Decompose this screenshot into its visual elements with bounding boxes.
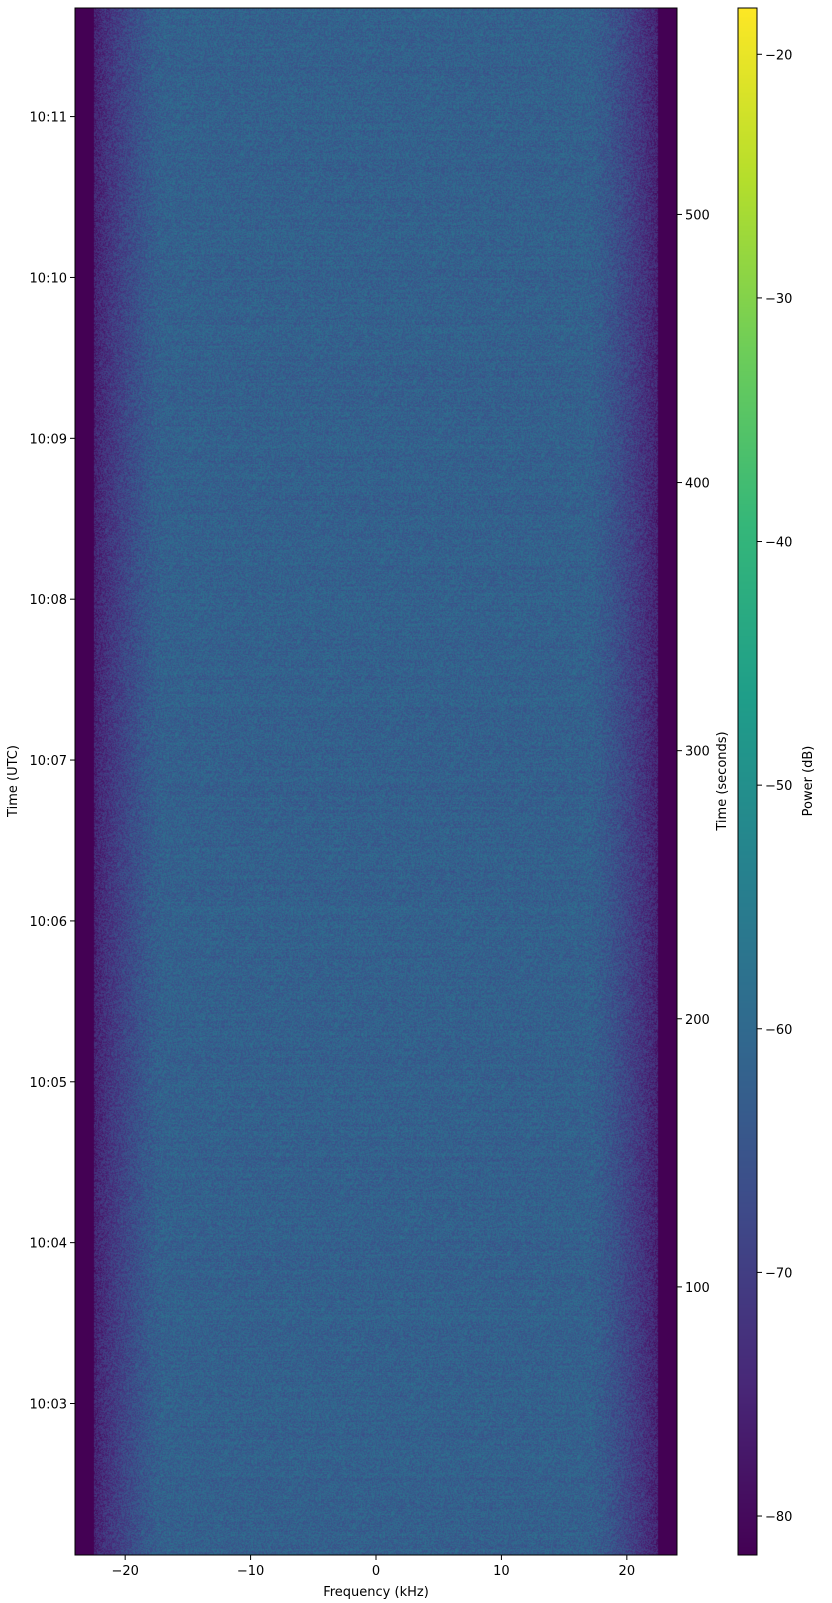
x-tick-label: 10 xyxy=(493,1564,510,1579)
y-left-tick-label: 10:03 xyxy=(30,1398,67,1413)
y-left-tick-label: 10:09 xyxy=(30,432,67,447)
y-right-tick-label: 200 xyxy=(685,1013,710,1028)
y-left-tick-label: 10:06 xyxy=(30,915,67,930)
y-axis-right-label: Time (seconds) xyxy=(715,731,730,831)
x-tick-label: −10 xyxy=(237,1564,264,1579)
x-axis-label: Frequency (kHz) xyxy=(323,1585,429,1600)
x-tick-label: 0 xyxy=(372,1564,380,1579)
y-right-tick-label: 300 xyxy=(685,745,710,760)
y-left-tick-label: 10:05 xyxy=(30,1076,67,1091)
spectrogram-image xyxy=(75,8,677,1555)
y-right-tick-label: 100 xyxy=(685,1281,710,1296)
plot-frame xyxy=(74,7,678,1556)
colorbar-label: Power (dB) xyxy=(801,746,816,817)
y-right-tick-label: 500 xyxy=(685,208,710,223)
x-tick-label: −20 xyxy=(111,1564,138,1579)
y-left-tick-label: 10:04 xyxy=(30,1237,67,1252)
colorbar-tick-label: −40 xyxy=(765,536,792,551)
colorbar-frame xyxy=(737,7,758,1556)
colorbar-tick-label: −60 xyxy=(765,1023,792,1038)
y-left-tick-label: 10:07 xyxy=(30,754,67,769)
colorbar-tick-label: −70 xyxy=(765,1266,792,1281)
colorbar-tick-label: −20 xyxy=(765,48,792,63)
colorbar-gradient xyxy=(738,8,757,1555)
y-axis-left-label: Time (UTC) xyxy=(6,745,21,818)
y-left-tick-label: 10:08 xyxy=(30,593,67,608)
y-right-tick-label: 400 xyxy=(685,477,710,492)
colorbar-tick-label: −30 xyxy=(765,292,792,307)
y-left-tick-label: 10:10 xyxy=(30,271,67,286)
x-tick-label: 20 xyxy=(619,1564,636,1579)
colorbar-tick-label: −80 xyxy=(765,1510,792,1525)
y-left-tick-label: 10:11 xyxy=(30,111,67,126)
colorbar-tick-label: −50 xyxy=(765,779,792,794)
